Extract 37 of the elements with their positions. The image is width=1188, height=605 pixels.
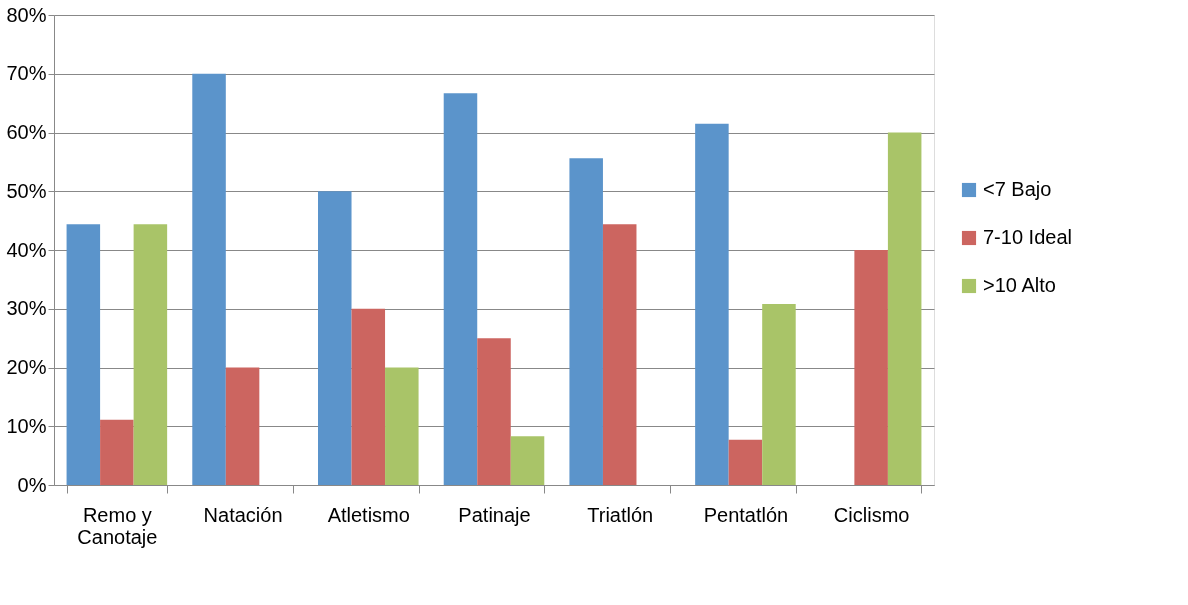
bar: [728, 439, 763, 485]
bar: [569, 158, 603, 485]
x-tick-label: Atletismo: [327, 503, 410, 526]
y-tick-label: 0%: [17, 473, 47, 496]
y-tick-label: 70%: [6, 62, 47, 85]
bar: [192, 73, 226, 485]
x-tick-label: Ciclismo: [833, 503, 910, 526]
legend-label: <7 Bajo: [983, 178, 1052, 200]
x-tick-label: Patinaje: [458, 503, 531, 526]
bar: [695, 123, 729, 485]
y-tick-label: 50%: [6, 179, 47, 202]
y-tick-label: 20%: [6, 356, 47, 378]
y-tick-label: 40%: [6, 238, 47, 261]
bar: [66, 224, 101, 485]
y-tick-label: 30%: [6, 297, 47, 320]
bar: [100, 419, 134, 485]
y-tick-label: 10%: [6, 414, 47, 437]
x-tick-label: Remo y Canotaje: [77, 503, 158, 548]
bar: [443, 93, 478, 485]
y-tick-label: 80%: [6, 3, 47, 26]
legend-label: >10 Alto: [983, 274, 1056, 296]
x-tick-label: Triatlón: [587, 503, 654, 526]
bar: [887, 132, 922, 485]
bar: [225, 367, 260, 485]
bar: [133, 224, 168, 485]
legend-label: 7-10 Ideal: [983, 226, 1072, 248]
bar: [351, 308, 386, 485]
x-tick-label: Pentatlón: [703, 503, 789, 526]
y-tick-label: 60%: [6, 121, 47, 143]
bar: [854, 250, 888, 485]
bar: [318, 191, 352, 485]
bar: [762, 304, 796, 485]
bar: [477, 338, 511, 485]
bar: [510, 436, 545, 485]
bar: [385, 367, 419, 485]
bar: [602, 224, 637, 485]
x-tick-label: Natación: [203, 503, 283, 526]
